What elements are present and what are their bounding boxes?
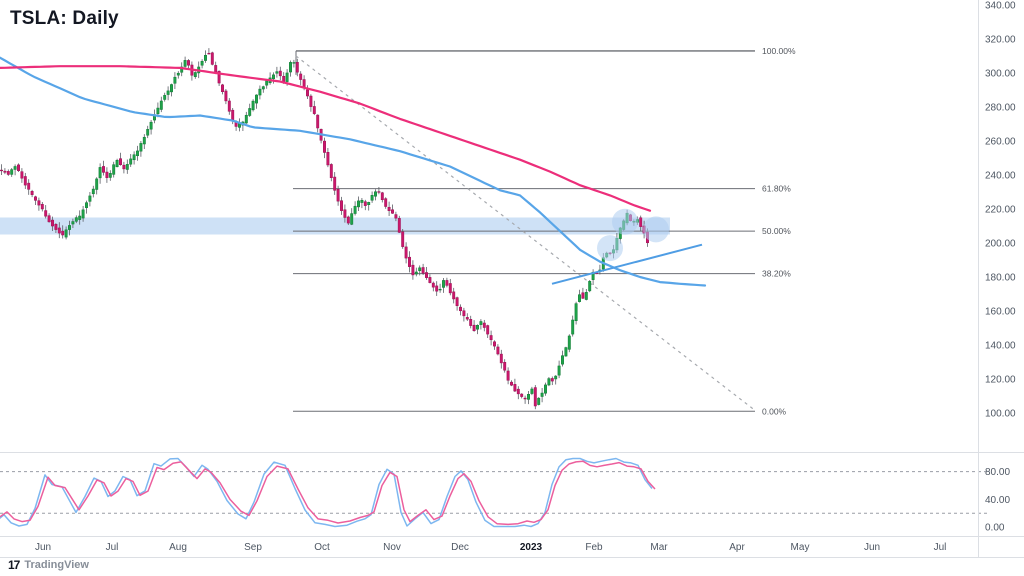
price-tick-label: 180.00 <box>985 273 1016 284</box>
time-tick-label: Jul <box>934 542 947 553</box>
price-tick-label: 260.00 <box>985 137 1016 148</box>
time-tick-label: Feb <box>585 542 603 553</box>
price-tick-label: 300.00 <box>985 69 1016 80</box>
price-tick-label: 220.00 <box>985 205 1016 216</box>
tradingview-label: TradingView <box>24 558 89 571</box>
time-tick-label: May <box>791 542 810 553</box>
candles[interactable] <box>0 48 649 410</box>
time-tick-label: Jun <box>35 542 51 553</box>
osc-tick-label: 0.00 <box>985 523 1005 534</box>
time-tick-label: Sep <box>244 542 262 553</box>
fib-retracement: 100.00% 61.80% 50.00% 38.20% 0.00% <box>293 46 796 416</box>
trendline-dashed <box>295 55 755 411</box>
brand-watermark[interactable]: 17 TradingView <box>8 559 89 571</box>
trendline-blue <box>551 243 703 285</box>
highlight-circles <box>597 208 669 262</box>
price-tick-label: 340.00 <box>985 1 1016 12</box>
pane-borders <box>0 0 1024 558</box>
fib-level-label: 50.00% <box>762 226 791 236</box>
time-tick-label: Dec <box>451 542 469 553</box>
fib-level-label: 100.00% <box>762 46 796 56</box>
time-tick-label: Nov <box>383 542 401 553</box>
support-zone <box>0 217 670 235</box>
price-tick-label: 120.00 <box>985 375 1016 386</box>
price-tick-label: 280.00 <box>985 103 1016 114</box>
ma-blue-line <box>0 56 707 287</box>
price-tick-label: 320.00 <box>985 35 1016 46</box>
stochastic-plot[interactable] <box>0 457 990 528</box>
price-axis[interactable]: 340.00 320.00 300.00 280.00 260.00 240.00 220.… <box>985 1 1016 534</box>
fib-level-label: 0.00% <box>762 406 787 416</box>
time-tick-label: Oct <box>314 542 330 553</box>
price-tick-label: 100.00 <box>985 409 1016 420</box>
time-tick-label: Jul <box>106 542 119 553</box>
osc-tick-label: 80.00 <box>985 467 1010 478</box>
fib-level-label: 38.20% <box>762 269 791 279</box>
time-tick-label: Aug <box>169 542 187 553</box>
ma-pink-line <box>0 65 652 212</box>
price-tick-label: 160.00 <box>985 307 1016 318</box>
time-tick-label: Apr <box>729 542 745 553</box>
price-tick-label: 200.00 <box>985 239 1016 250</box>
symbol-title: TSLA: Daily <box>10 8 119 29</box>
price-tick-label: 240.00 <box>985 171 1016 182</box>
time-tick-label: Jun <box>864 542 880 553</box>
osc-tick-label: 40.00 <box>985 495 1010 506</box>
price-tick-label: 140.00 <box>985 341 1016 352</box>
time-axis[interactable]: Jun Jul Aug Sep Oct Nov Dec 2023 Feb Mar Apr May Jun… <box>35 542 946 553</box>
time-tick-label: 2023 <box>520 542 543 553</box>
time-tick-label: Mar <box>650 542 668 553</box>
tradingview-logo-icon: 17 <box>8 558 20 572</box>
fib-level-label: 61.80% <box>762 184 791 194</box>
